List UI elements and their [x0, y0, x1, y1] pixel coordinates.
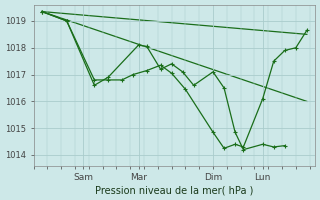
X-axis label: Pression niveau de la mer( hPa ): Pression niveau de la mer( hPa ): [95, 185, 253, 195]
